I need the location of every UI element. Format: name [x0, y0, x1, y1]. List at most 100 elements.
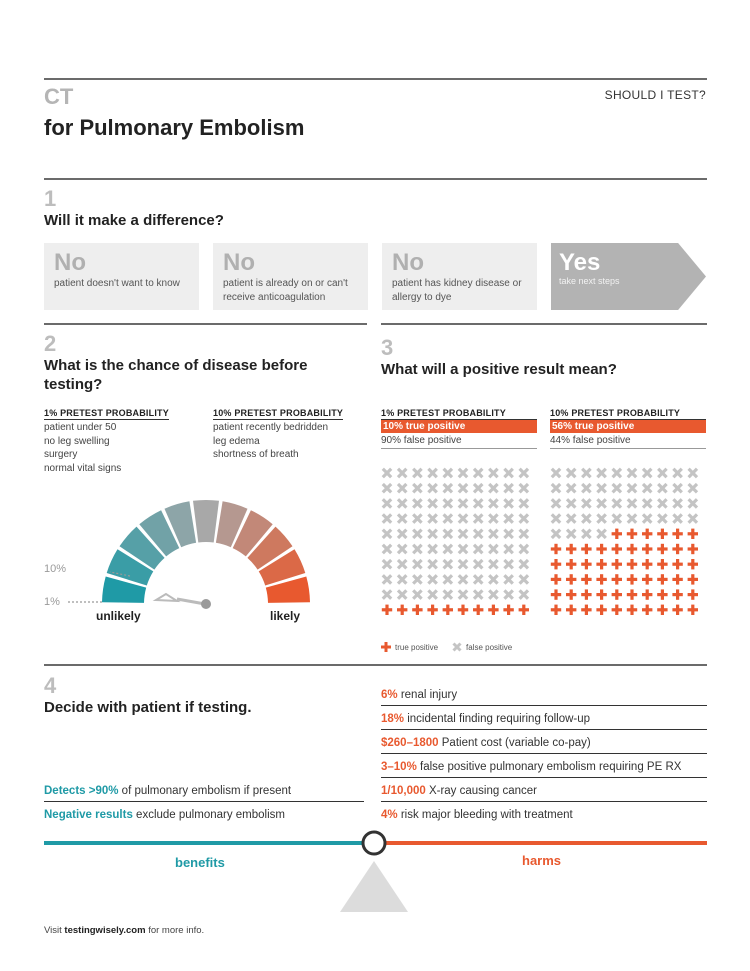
false-positive-mark [550, 467, 562, 479]
section1-rule [44, 178, 707, 180]
top-rule [44, 78, 707, 80]
list-item: shortness of breath [213, 449, 299, 460]
true-positive-mark [581, 604, 592, 615]
section2-heading: What is the chance of disease before tes… [44, 357, 308, 393]
true-positive-mark [687, 589, 698, 600]
false-positive-mark [381, 574, 393, 585]
false-positive-mark [565, 467, 577, 479]
false-positive-mark [427, 574, 438, 585]
legend-true: true positive [395, 643, 439, 652]
cross-icon [452, 642, 462, 652]
true-positive-mark [566, 543, 577, 555]
true-positive-mark [687, 543, 698, 555]
true-positive-mark [596, 559, 607, 570]
false-positive-mark [503, 482, 514, 494]
false-positive-mark [427, 498, 438, 509]
false-positive-mark [472, 558, 484, 570]
true-positive-mark [626, 574, 638, 585]
false-positive-mark [381, 482, 393, 494]
section3-rule [381, 323, 707, 325]
harm-text: renal injury [397, 689, 458, 701]
false-positive-mark [381, 589, 393, 600]
section3-number: 3 [381, 335, 394, 360]
false-positive-mark [457, 558, 469, 570]
harm-highlight: 6% [381, 689, 398, 701]
false-positive-mark [457, 574, 469, 585]
false-positive-mark [518, 543, 530, 555]
true-positive-mark [657, 528, 668, 539]
pretest-1-title: 1% PRETEST PROBABILITY [44, 408, 169, 420]
gauge-label-likely: likely [270, 609, 301, 623]
true-positive-mark [672, 574, 683, 585]
false-positive-mark [396, 467, 408, 479]
true-positive-mark [626, 559, 638, 570]
list-item: no leg swelling [44, 435, 110, 447]
gauge-needle-tip [152, 592, 181, 603]
false-positive-mark [518, 528, 530, 540]
harm-text: Patient cost (variable co-pay) [438, 737, 591, 749]
gauge-segment [258, 549, 306, 586]
true-positive-mark [488, 604, 499, 615]
false-positive-mark [457, 589, 469, 600]
true-positive-mark [596, 543, 607, 555]
section2-number: 2 [44, 331, 57, 356]
harm-item: 6% renal injury [381, 689, 707, 706]
false-positive-mark [442, 513, 454, 524]
false-positive-mark [442, 482, 454, 494]
gauge-mark-high-leader [109, 571, 131, 577]
footer-suffix: for more info. [145, 925, 205, 936]
pretest-10-list: patient recently bedridden leg edema sho… [213, 421, 328, 462]
false-positive-mark [503, 574, 514, 585]
false-positive-mark [596, 528, 607, 540]
true-positive-mark [581, 543, 592, 555]
true-positive-mark [657, 559, 668, 570]
result-10-false: 44% false positive [550, 435, 631, 446]
false-positive-mark [565, 513, 577, 524]
false-positive-mark [503, 498, 514, 509]
false-positive-mark [472, 543, 484, 555]
gauge-segment [119, 526, 165, 570]
true-positive-mark [566, 559, 577, 570]
false-positive-mark [488, 482, 499, 494]
false-positive-mark [611, 513, 623, 524]
true-positive-mark [657, 543, 668, 555]
card-text: patient doesn't want to know [54, 278, 180, 289]
false-positive-mark [396, 543, 408, 555]
benefit-item: Negative results exclude pulmonary embol… [44, 809, 364, 825]
false-positive-mark [396, 498, 408, 509]
false-positive-mark [457, 513, 469, 524]
harm-text: X-ray causing cancer [425, 785, 537, 797]
card-text: patient has kidney disease or allergy to… [392, 278, 522, 303]
false-positive-mark [581, 513, 592, 524]
false-positive-mark [581, 498, 592, 509]
false-positive-mark [503, 528, 514, 540]
true-positive-mark [687, 559, 698, 570]
benefit-item: Detects >90% of pulmonary embolism if pr… [44, 785, 364, 802]
false-positive-mark [488, 513, 499, 524]
list-item: patient under 50 [44, 422, 117, 433]
icon-array-1 [381, 467, 530, 615]
true-positive-mark [611, 574, 622, 585]
true-positive-mark [550, 574, 562, 585]
false-positive-mark [396, 482, 408, 494]
false-positive-mark [518, 467, 530, 479]
page-title: for Pulmonary Embolism [44, 115, 305, 140]
footer-link[interactable]: testingwisely.com [64, 925, 146, 936]
harm-text: incidental finding requiring follow-up [404, 713, 591, 725]
false-positive-mark [518, 558, 530, 570]
true-positive-mark [642, 543, 653, 555]
list-item: normal vital signs [44, 462, 122, 474]
true-positive-mark [611, 589, 622, 600]
false-positive-mark [518, 574, 530, 585]
false-positive-mark [550, 482, 562, 494]
true-positive-mark [566, 604, 577, 615]
true-positive-mark [657, 589, 668, 600]
true-positive-mark [566, 574, 577, 585]
false-positive-mark [396, 558, 408, 570]
true-positive-mark [642, 589, 653, 600]
harm-item: 1/10,000 X-ray causing cancer [381, 785, 707, 802]
card-big: No [223, 249, 255, 276]
result-10-title: 10% PRETEST PROBABILITY [550, 408, 706, 420]
true-positive-mark [596, 574, 607, 585]
false-positive-mark [488, 574, 499, 585]
